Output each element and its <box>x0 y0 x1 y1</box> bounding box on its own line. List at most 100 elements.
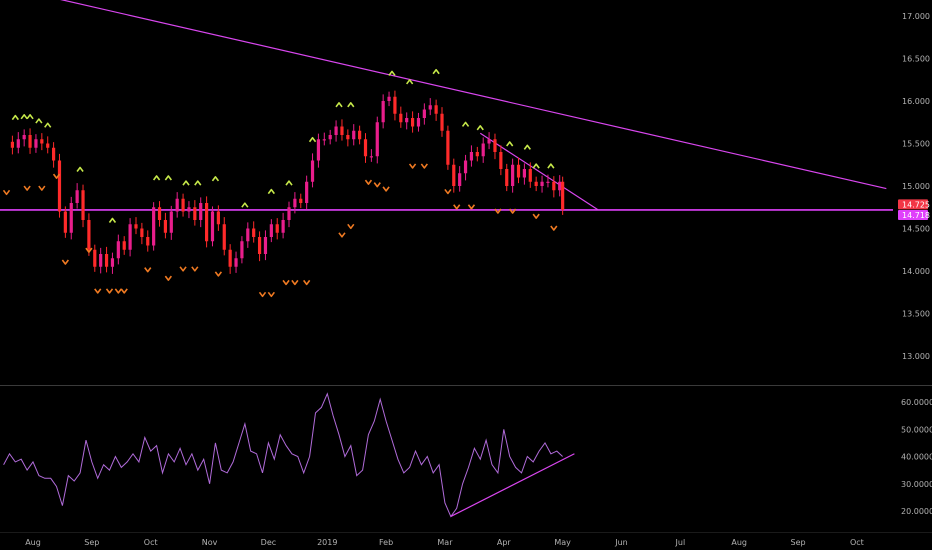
candle-bullish <box>281 220 285 233</box>
up-signal-marker-icon <box>461 121 470 127</box>
time-tick-label: Dec <box>261 538 276 547</box>
candle-bullish <box>169 211 173 233</box>
down-signal-marker-icon <box>38 185 46 191</box>
candle-bearish <box>63 211 67 233</box>
down-signal-marker-icon <box>494 208 502 214</box>
down-signal-marker-icon <box>114 288 122 294</box>
up-signal-marker-icon <box>76 166 84 172</box>
down-signal-marker-icon <box>453 204 461 210</box>
candle-bullish <box>416 118 421 127</box>
candle-bullish <box>558 181 562 191</box>
down-signal-marker-icon <box>291 279 299 286</box>
candle-bullish <box>16 139 20 148</box>
time-tick-label: Sep <box>84 538 99 547</box>
down-signal-marker-icon <box>550 225 558 231</box>
down-signal-marker-icon <box>144 267 152 273</box>
price-axis[interactable]: 17.000 16.500 16.000 15.500 15.000 14.500 14.0… <box>902 12 930 361</box>
time-tick-label: Jun <box>614 538 628 547</box>
candle-bullish <box>405 118 409 123</box>
down-signal-marker-icon <box>2 189 11 196</box>
candle-bearish <box>440 113 444 131</box>
up-signal-marker-icon <box>26 114 34 120</box>
up-signal-marker-icon <box>267 188 275 195</box>
up-signal-marker-icon <box>241 202 249 208</box>
candle-bullish <box>463 160 468 174</box>
candle-bearish <box>104 254 109 267</box>
oscillator-trendline <box>450 453 575 517</box>
down-signal-marker-icon <box>338 232 346 238</box>
down-signal-marker-icon <box>52 173 61 179</box>
candle-bearish <box>499 152 503 169</box>
candle-bearish <box>157 207 162 220</box>
candle-bullish <box>375 122 379 157</box>
candle-bearish <box>534 181 538 186</box>
time-tick-label: Sep <box>791 538 806 547</box>
candle-bearish <box>257 237 262 254</box>
down-signal-marker-icon <box>408 163 417 169</box>
price-tick-label: 17.000 <box>902 12 930 21</box>
up-signal-marker-icon <box>523 144 531 150</box>
down-signal-marker-icon <box>61 259 70 265</box>
down-signal-marker-icon <box>347 223 355 230</box>
oscillator-tick-label: 20.0000 <box>901 507 932 516</box>
time-tick-label: Oct <box>850 538 864 547</box>
candle-bullish <box>522 169 526 178</box>
candle-bullish <box>287 207 291 220</box>
candle-bullish <box>22 135 26 140</box>
candle-bullish <box>458 173 462 186</box>
candle-bullish <box>69 203 73 233</box>
down-signal-marker-icon <box>258 291 267 298</box>
candle-bullish <box>428 105 432 110</box>
time-axis[interactable]: Aug Sep Oct Nov Dec 2019 Feb Mar Apr May Jun Jul Aug… <box>25 538 864 547</box>
candle-bullish <box>481 143 485 157</box>
candle-bearish <box>252 228 256 237</box>
candle-bullish <box>210 211 215 242</box>
candle-bullish <box>352 130 356 140</box>
candle-bearish <box>216 211 220 225</box>
oscillator-tick-label: 50.0000 <box>901 425 932 434</box>
candle-bearish <box>46 143 50 148</box>
down-signal-marker-icon <box>444 188 452 195</box>
candle-bearish <box>51 147 56 161</box>
down-signal-marker-icon <box>94 288 102 294</box>
price-tag-layer: 14.725 14.718 <box>898 199 930 220</box>
candle-bearish <box>222 224 226 250</box>
candle-bearish <box>10 141 15 148</box>
oscillator-pane[interactable] <box>3 392 575 518</box>
down-signal-marker-icon <box>23 185 31 191</box>
candle-bullish <box>381 101 385 123</box>
candle-bullish <box>293 198 297 208</box>
candle-bearish <box>393 96 397 114</box>
pane-separator[interactable] <box>0 385 932 533</box>
candle-bearish <box>452 164 456 186</box>
candle-bullish <box>234 258 238 267</box>
price-tick-label: 16.500 <box>902 55 930 64</box>
candle-bearish <box>346 135 350 140</box>
time-tick-label: Oct <box>144 538 158 547</box>
trendline-long-resistance <box>60 0 887 190</box>
down-signal-marker-icon <box>364 179 373 185</box>
candle-bullish <box>263 237 268 254</box>
oscillator-line <box>3 392 563 518</box>
candle-bullish <box>34 139 38 148</box>
up-signal-marker-icon <box>432 68 440 75</box>
candle-bearish <box>181 198 185 212</box>
up-signal-marker-icon <box>182 180 190 186</box>
up-signal-marker-icon <box>35 118 43 124</box>
candle-bearish <box>299 198 303 203</box>
up-signal-marker-icon <box>406 79 414 85</box>
price-tick-label: 15.000 <box>902 182 930 191</box>
candle-bearish <box>434 105 438 114</box>
candle-bearish <box>399 113 403 123</box>
up-signal-marker-icon <box>108 217 117 223</box>
candle-bearish <box>552 181 556 191</box>
candle-bearish <box>358 130 362 140</box>
up-signal-marker-icon <box>347 102 355 108</box>
oscillator-axis[interactable]: 60.0000 50.0000 40.0000 30.0000 20.0000 <box>901 398 932 516</box>
up-signal-marker-icon <box>194 180 202 186</box>
up-signal-marker-icon <box>44 122 52 128</box>
candle-bearish <box>493 139 497 152</box>
